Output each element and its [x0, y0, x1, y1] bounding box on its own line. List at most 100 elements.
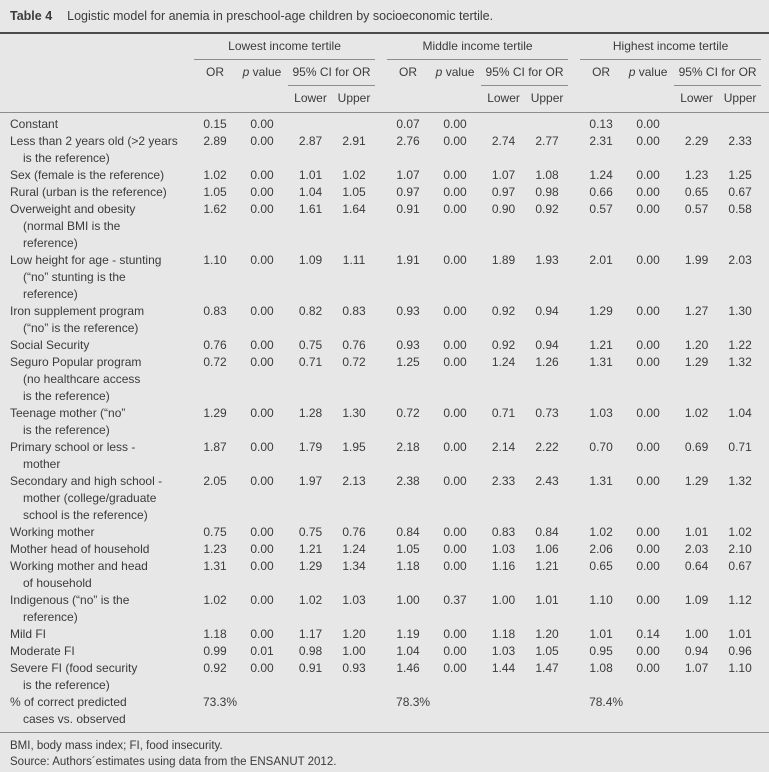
value-cell: 0.00	[443, 355, 467, 369]
col-header-or: OR	[399, 65, 418, 79]
value-cell: 0.00	[636, 593, 660, 607]
group-spacer	[568, 113, 580, 134]
value-cell: 0.00	[443, 185, 467, 199]
value-cell: 1.32	[728, 474, 752, 488]
value-cell: 2.05	[203, 474, 227, 488]
group-spacer	[568, 439, 580, 473]
value-cell: 0.00	[443, 117, 467, 131]
value-cell: 2.33	[728, 134, 752, 148]
percent-correct-cell: 78.4%	[580, 694, 762, 733]
value-cell: 0.71	[491, 406, 516, 420]
value-cell: 1.03	[491, 644, 516, 658]
value-cell: 1.22	[728, 338, 752, 352]
end-spacer	[761, 34, 769, 60]
value-cell: 1.06	[535, 542, 559, 556]
value-cell: 1.10	[728, 661, 752, 675]
value-cell: 0.00	[636, 406, 660, 420]
value-cell: 0.00	[250, 168, 274, 182]
value-cell: 0.13	[589, 117, 613, 131]
value-cell: 2.29	[684, 134, 709, 148]
table-number: Table 4	[10, 9, 53, 23]
value-cell: 1.25	[728, 168, 752, 182]
row-label: Constant	[10, 117, 59, 131]
end-spacer	[761, 201, 769, 252]
group-spacer	[375, 252, 387, 303]
value-cell	[333, 113, 375, 134]
empty-cell	[622, 85, 675, 113]
value-cell: 1.24	[589, 168, 613, 182]
table-title: Table 4 Logistic model for anemia in pres…	[0, 0, 769, 34]
value-cell: 2.14	[491, 440, 516, 454]
percent-correct-cell: 73.3%	[194, 694, 376, 733]
group-spacer	[375, 133, 387, 167]
value-cell: 0.15	[203, 117, 227, 131]
value-cell: 1.10	[589, 593, 613, 607]
row-label: Secondary and high school - mother (coll…	[10, 474, 163, 522]
row-label: Teenage mother (“no” is the reference)	[10, 406, 126, 437]
end-spacer	[761, 303, 769, 337]
value-cell: 1.07	[491, 168, 516, 182]
value-cell: 0.82	[298, 304, 323, 318]
value-cell: 2.13	[342, 474, 366, 488]
col-header-p-value: p value	[429, 60, 481, 86]
value-cell: 0.83	[491, 525, 516, 539]
value-cell: 0.73	[535, 406, 559, 420]
value-cell: 0.00	[636, 304, 660, 318]
value-cell: 0.97	[491, 185, 516, 199]
value-cell: 1.03	[491, 542, 516, 556]
value-cell: 1.02	[342, 168, 366, 182]
value-cell: 0.00	[636, 338, 660, 352]
value-cell: 2.74	[491, 134, 516, 148]
value-cell: 0.00	[443, 525, 467, 539]
value-cell: 0.84	[396, 525, 420, 539]
group-spacer	[568, 660, 580, 694]
value-cell: 0.00	[636, 117, 660, 131]
value-cell: 1.21	[298, 542, 323, 556]
value-cell: 1.30	[342, 406, 366, 420]
value-cell: 1.00	[684, 627, 709, 641]
value-cell: 0.96	[728, 644, 752, 658]
group-spacer	[568, 405, 580, 439]
value-cell: 2.91	[342, 134, 366, 148]
value-cell: 0.72	[203, 355, 227, 369]
value-cell: 0.72	[342, 355, 366, 369]
value-cell: 1.05	[203, 185, 227, 199]
end-spacer	[761, 660, 769, 694]
table-footnotes: BMI, body mass index; FI, food insecurit…	[0, 733, 769, 770]
group-header-lowest: Lowest income tertile	[194, 34, 376, 60]
value-cell: 1.23	[684, 168, 709, 182]
value-cell: 1.05	[396, 542, 420, 556]
group-spacer	[375, 558, 387, 592]
value-cell: 2.03	[728, 253, 752, 267]
value-cell	[719, 113, 761, 134]
value-cell: 0.00	[636, 440, 660, 454]
value-cell: 0.00	[443, 168, 467, 182]
value-cell: 1.01	[298, 168, 323, 182]
value-cell: 0.00	[636, 661, 660, 675]
table-row: Severe FI (food security is the referenc…	[0, 660, 769, 694]
value-cell: 1.27	[684, 304, 709, 318]
corner-cell	[0, 85, 194, 113]
value-cell: 1.00	[491, 593, 516, 607]
value-cell: 1.18	[203, 627, 227, 641]
value-cell: 0.58	[728, 202, 752, 216]
group-header-row: Lowest income tertile Middle income tert…	[0, 34, 769, 60]
end-spacer	[761, 85, 769, 113]
group-spacer	[375, 541, 387, 558]
group-spacer	[375, 524, 387, 541]
value-cell: 2.76	[396, 134, 420, 148]
value-cell: 2.18	[396, 440, 420, 454]
value-cell	[674, 113, 719, 134]
value-cell: 0.00	[443, 627, 467, 641]
group-spacer	[375, 167, 387, 184]
value-cell: 0.01	[250, 644, 274, 658]
table-row: Secondary and high school - mother (coll…	[0, 473, 769, 524]
group-spacer	[568, 201, 580, 252]
value-cell: 0.91	[396, 202, 420, 216]
value-cell: 0.00	[636, 559, 660, 573]
group-spacer	[375, 473, 387, 524]
value-cell: 0.67	[728, 559, 752, 573]
group-spacer	[375, 354, 387, 405]
group-spacer	[375, 694, 388, 733]
column-header-row: OR p value 95% CI for OR OR p value 95% …	[0, 59, 769, 86]
